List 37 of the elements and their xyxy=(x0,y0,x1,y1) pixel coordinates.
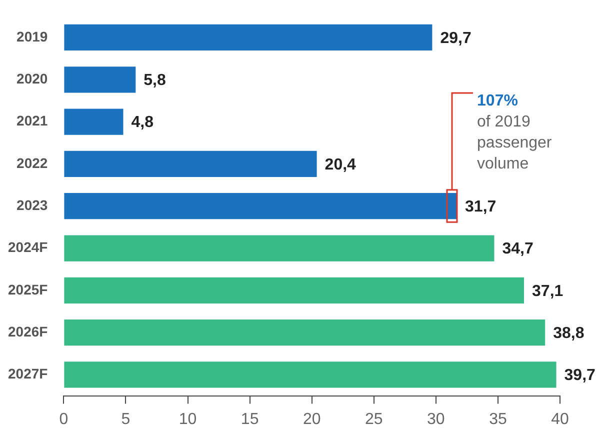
data-label: 4,8 xyxy=(131,114,154,132)
y-tick-label: 2021 xyxy=(16,112,48,129)
x-tick-label: 0 xyxy=(59,410,68,428)
data-label: 20,4 xyxy=(324,156,356,174)
bar xyxy=(64,235,494,262)
data-label: 39,7 xyxy=(564,367,596,384)
annotation: 107% of 2019 passenger volume xyxy=(477,92,552,173)
y-tick-label: 2019 xyxy=(16,28,48,44)
bar xyxy=(64,66,136,93)
y-tick-label: 2022 xyxy=(16,154,48,171)
bar xyxy=(64,277,524,304)
x-tick-label: 20 xyxy=(302,410,321,428)
data-label: 31,7 xyxy=(465,198,496,216)
y-tick-label: 2026F xyxy=(8,323,48,340)
x-tick-label: 30 xyxy=(427,410,445,428)
y-tick-label: 2025F xyxy=(8,281,48,298)
x-tick-label: 10 xyxy=(178,410,197,428)
data-label: 29,7 xyxy=(440,30,472,47)
data-label: 37,1 xyxy=(532,282,564,300)
bar xyxy=(64,108,124,135)
y-tick-label: 2024F xyxy=(8,239,48,256)
bar xyxy=(64,320,546,346)
data-label: 5,8 xyxy=(144,72,166,90)
x-tick-label: 25 xyxy=(364,410,383,428)
y-tick-label: 2027F xyxy=(8,366,48,382)
bar xyxy=(64,362,556,388)
bar xyxy=(64,150,317,178)
x-tick-label: 5 xyxy=(121,410,130,428)
y-tick-label: 2023 xyxy=(16,196,48,213)
x-tick-label: 15 xyxy=(240,410,259,428)
x-tick-label: 40 xyxy=(551,410,569,428)
data-label: 38,8 xyxy=(553,324,584,342)
bar xyxy=(64,24,432,51)
data-label: 34,7 xyxy=(502,240,534,258)
y-tick-label: 2020 xyxy=(16,70,48,86)
x-tick-label: 35 xyxy=(489,410,507,428)
bar xyxy=(64,193,458,220)
